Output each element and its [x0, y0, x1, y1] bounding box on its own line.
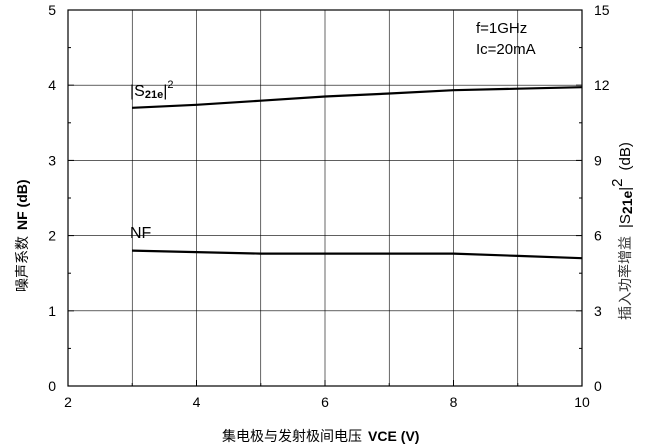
- right-y-axis-title-open: |S: [617, 214, 634, 228]
- s21e-sup: 2: [167, 79, 173, 91]
- right-y-tick-labels: 0 3 6 9 12 15: [594, 2, 610, 394]
- x-axis-title-sub: CE: [377, 428, 396, 444]
- series-label-s21e: |S21e|2: [130, 79, 173, 101]
- right-y-axis-title: 插入功率增益 |S21e|2 (dB): [609, 142, 635, 320]
- x-axis-title: 集电极与发射极间电压 VCE (V): [222, 428, 419, 445]
- x-tick-label: 10: [574, 394, 590, 410]
- right-y-tick-label: 12: [594, 77, 610, 93]
- left-y-tick-label: 3: [48, 152, 56, 168]
- x-tick-label: 8: [450, 394, 458, 410]
- series-label-nf: NF: [130, 225, 152, 242]
- series-line-nf: [132, 249, 583, 260]
- s21e-open: |S: [130, 83, 145, 100]
- left-y-tick-label: 2: [48, 228, 56, 244]
- series-line-s21e: [132, 86, 583, 109]
- series-lines: [132, 86, 583, 260]
- x-axis-title-latin: V: [368, 428, 378, 444]
- right-y-axis-title-close: |: [617, 187, 634, 191]
- right-y-axis-title-sub: 21e: [619, 191, 635, 215]
- left-y-tick-label: 4: [48, 77, 56, 93]
- plot-frame: [67, 9, 583, 387]
- left-y-axis-title-cjk: 噪声系数: [15, 236, 31, 292]
- left-y-tick-label: 0: [48, 378, 56, 394]
- right-y-tick-label: 3: [594, 303, 602, 319]
- x-tick-label: 6: [321, 394, 329, 410]
- left-y-tick-label: 5: [48, 2, 56, 18]
- s21e-sub: 21e: [145, 89, 163, 101]
- right-y-tick-label: 6: [594, 228, 602, 244]
- right-y-axis-title-unit: (dB): [617, 142, 634, 170]
- left-y-axis-title: 噪声系数 NF (dB): [14, 179, 31, 292]
- grid: [68, 10, 582, 386]
- right-y-tick-label: 15: [594, 2, 610, 18]
- s21e-close: |: [163, 83, 167, 100]
- annotation-current: Ic=20mA: [476, 41, 536, 58]
- annotation-frequency: f=1GHz: [476, 20, 527, 37]
- x-tick-label: 2: [64, 394, 72, 410]
- right-y-tick-label: 9: [594, 152, 602, 168]
- left-y-axis-title-latin: NF (dB): [14, 179, 30, 230]
- left-y-tick-labels: 0 1 2 3 4 5: [48, 2, 56, 394]
- x-axis-title-unit: (V): [401, 428, 420, 444]
- right-y-tick-label: 0: [594, 378, 602, 394]
- left-y-tick-label: 1: [48, 303, 56, 319]
- right-y-axis-title-cjk: 插入功率增益: [617, 236, 634, 320]
- x-tick-label: 4: [193, 394, 201, 410]
- x-tick-labels: 2 4 6 8 10: [64, 394, 590, 410]
- right-y-axis-title-sup: 2: [609, 178, 626, 186]
- x-axis-title-cjk: 集电极与发射极间电压: [222, 428, 362, 445]
